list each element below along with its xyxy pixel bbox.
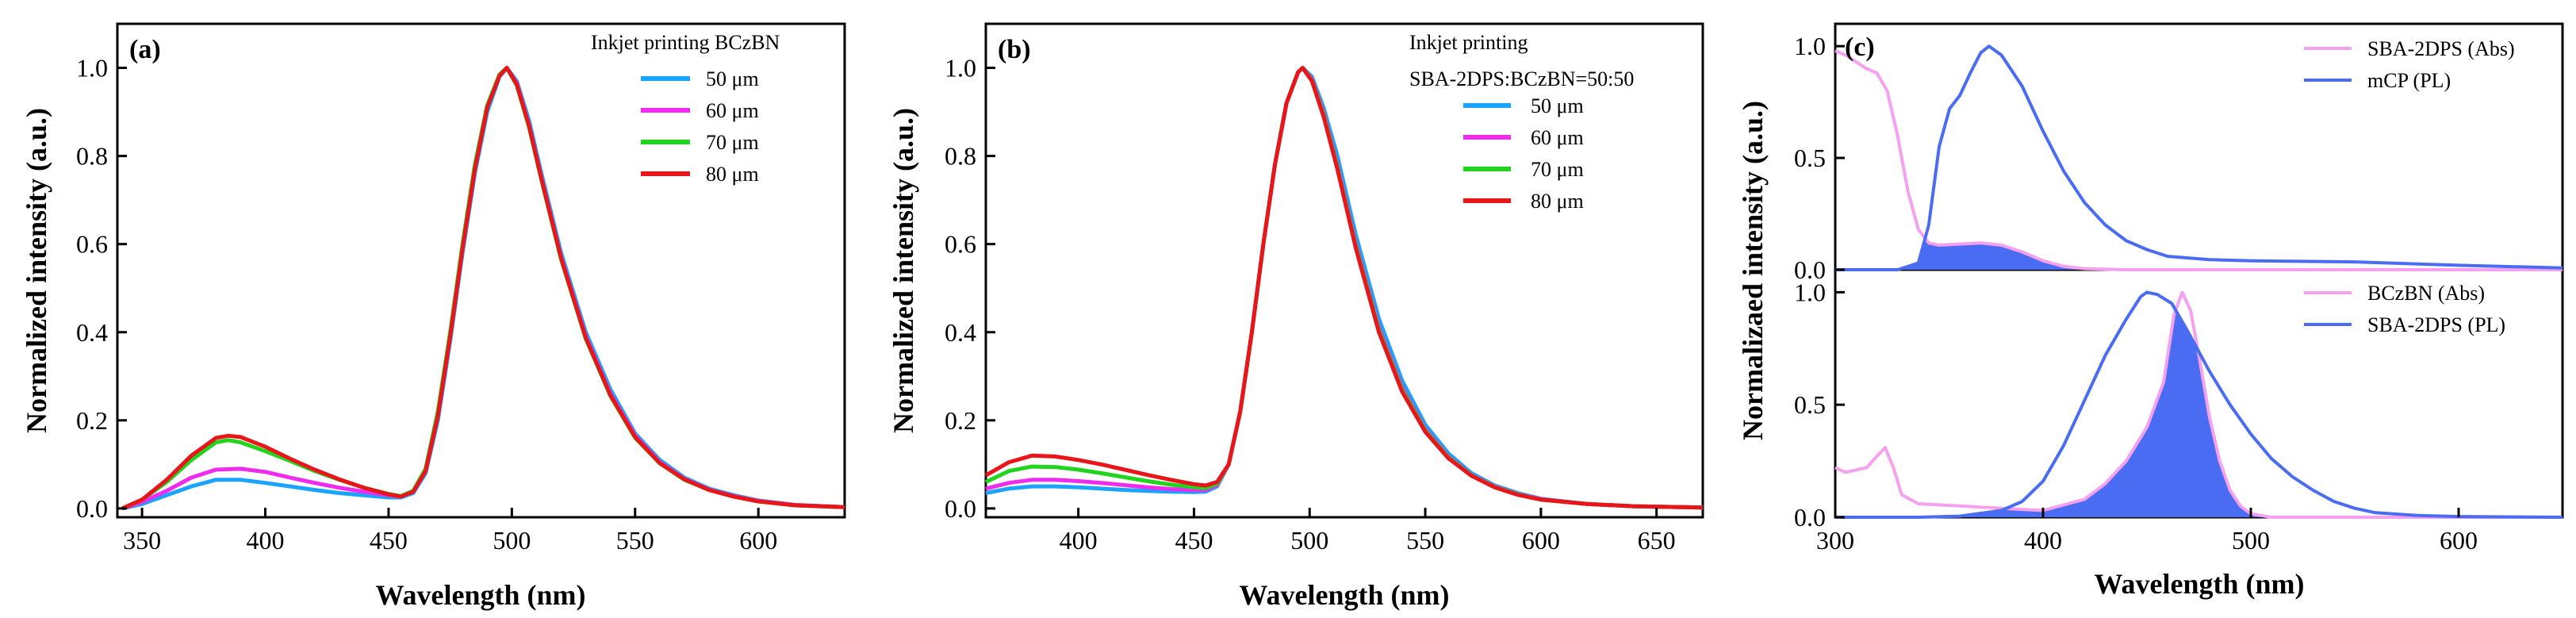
x-tick-label-b-5: 650 — [1638, 526, 1676, 555]
panel-b-ylabel: Normalized intensity (a.u.) — [887, 108, 919, 433]
y-tick-label-a-3: 0.6 — [76, 230, 108, 259]
x-tick-label-b-1: 450 — [1175, 526, 1213, 555]
panel-a-series-group — [121, 66, 845, 511]
panel-b-xlabel: Wavelength (nm) — [1240, 579, 1450, 611]
panel-b-ticks: 400 450 500 550 600 650 0.0 0.2 0.4 0.6 0.8 1.0 — [945, 54, 1676, 555]
y-tick-label-b-1: 0.2 — [945, 406, 976, 435]
panel-b: 400 450 500 550 600 650 0.0 0.2 0.4 0.6 0.8 1.0 (b)… — [887, 22, 1704, 611]
x-tick-label-c-2: 500 — [2232, 526, 2270, 555]
y-tick-label-b-4: 0.8 — [945, 142, 976, 171]
series-line-c-top-0 — [1834, 48, 2563, 271]
y-tick-label-b-3: 0.6 — [945, 230, 976, 259]
y-tick-label-c-bot-1: 0.5 — [1794, 390, 1826, 419]
x-tick-label-a-2: 450 — [370, 526, 408, 555]
legend-label-a-1: 60 μm — [706, 99, 759, 122]
series-line-c-top-1 — [1835, 44, 2563, 271]
x-tick-label-a-1: 400 — [247, 526, 285, 555]
y-tick-label-a-1: 0.2 — [76, 406, 108, 435]
series-line-c-bot-0 — [1834, 290, 2563, 519]
panel-a-ticks: 350 400 450 500 550 600 0.0 0.2 0.4 0.6 0.8 1.0 — [76, 54, 777, 555]
x-tick-label-b-2: 500 — [1290, 526, 1328, 555]
panel-c-ylabel: Normalizaed intensity (a.u.) — [1737, 101, 1769, 440]
y-tick-label-a-2: 0.4 — [76, 318, 108, 347]
y-tick-label-c-top-2: 1.0 — [1794, 32, 1826, 60]
series-line-b-3 — [984, 66, 1704, 510]
y-tick-label-c-bot-0: 0.0 — [1794, 503, 1826, 532]
x-tick-label-b-3: 550 — [1406, 526, 1444, 555]
y-tick-label-b-5: 1.0 — [945, 54, 976, 83]
overlap-fill-top — [1835, 240, 2563, 270]
panel-a-title: Inkjet printing BCzBN — [591, 31, 780, 54]
series-line-a-3 — [121, 66, 845, 511]
panel-b-label: (b) — [998, 35, 1031, 64]
panel-a-label: (a) — [129, 35, 161, 64]
legend-label-c-top-1: mCP (PL) — [2367, 69, 2451, 92]
legend-label-a-3: 80 μm — [706, 163, 759, 186]
panel-a-ylabel: Normalized intensity (a.u.) — [21, 108, 52, 433]
x-tick-label-a-4: 550 — [616, 526, 654, 555]
series-line-b-0 — [985, 66, 1704, 510]
legend-label-a-2: 70 μm — [706, 131, 759, 154]
panel-b-frame — [984, 22, 1704, 519]
legend-label-b-2: 70 μm — [1531, 158, 1584, 181]
x-tick-label-a-0: 350 — [123, 526, 161, 555]
x-tick-label-b-4: 600 — [1522, 526, 1560, 555]
legend-label-c-bot-1: SBA-2DPS (PL) — [2367, 313, 2505, 336]
y-tick-label-b-0: 0.0 — [945, 494, 976, 523]
panel-c-bottom-legend: BCzBN (Abs) SBA-2DPS (PL) — [2304, 282, 2505, 336]
y-tick-label-a-5: 1.0 — [76, 54, 108, 83]
x-tick-label-c-1: 400 — [2024, 526, 2062, 555]
y-tick-label-b-2: 0.4 — [945, 318, 976, 347]
panel-b-series-group — [984, 66, 1704, 510]
panel-c-label: (c) — [1845, 33, 1875, 62]
x-tick-label-b-0: 400 — [1060, 526, 1098, 555]
series-line-b-2 — [984, 66, 1704, 510]
panel-a: 350 400 450 500 550 600 0.0 0.2 0.4 0.6 0.8 1.0 (a)… — [21, 22, 846, 611]
x-tick-label-a-5: 600 — [739, 526, 777, 555]
panel-c-top-legend: SBA-2DPS (Abs) mCP (PL) — [2304, 37, 2515, 92]
panel-b-subtitle: SBA-2DPS:BCzBN=50:50 — [1409, 67, 1634, 90]
legend-label-c-bot-0: BCzBN (Abs) — [2367, 282, 2485, 305]
x-tick-label-c-0: 300 — [1816, 526, 1854, 555]
y-tick-label-c-top-1: 0.5 — [1794, 144, 1826, 172]
legend-label-c-top-0: SBA-2DPS (Abs) — [2367, 37, 2515, 60]
legend-label-a-0: 50 μm — [706, 67, 759, 90]
panel-a-frame — [116, 22, 846, 519]
series-line-c-bot-1 — [1835, 290, 2563, 519]
panel-c-xlabel: Wavelength (nm) — [2095, 568, 2305, 600]
panel-a-xlabel: Wavelength (nm) — [376, 579, 586, 611]
overlap-fill-bot — [1835, 310, 2563, 517]
y-tick-label-c-top-0: 0.0 — [1794, 255, 1826, 284]
y-tick-label-a-0: 0.0 — [76, 494, 108, 523]
y-tick-label-a-4: 0.8 — [76, 142, 108, 171]
panel-b-title: Inkjet printing — [1409, 31, 1528, 54]
x-tick-label-c-3: 600 — [2440, 526, 2478, 555]
panel-c-series-group — [1834, 44, 2563, 519]
x-tick-label-a-3: 500 — [493, 526, 531, 555]
legend-label-b-3: 80 μm — [1531, 190, 1584, 213]
legend-label-b-0: 50 μm — [1531, 94, 1584, 117]
panel-a-legend: 50 μm 60 μm 70 μm 80 μm — [641, 67, 759, 186]
panel-b-legend: 50 μm 60 μm 70 μm 80 μm — [1463, 94, 1584, 213]
y-tick-label-c-bot-2: 1.0 — [1794, 278, 1826, 306]
legend-label-b-1: 60 μm — [1531, 126, 1584, 149]
series-line-b-1 — [985, 66, 1704, 510]
